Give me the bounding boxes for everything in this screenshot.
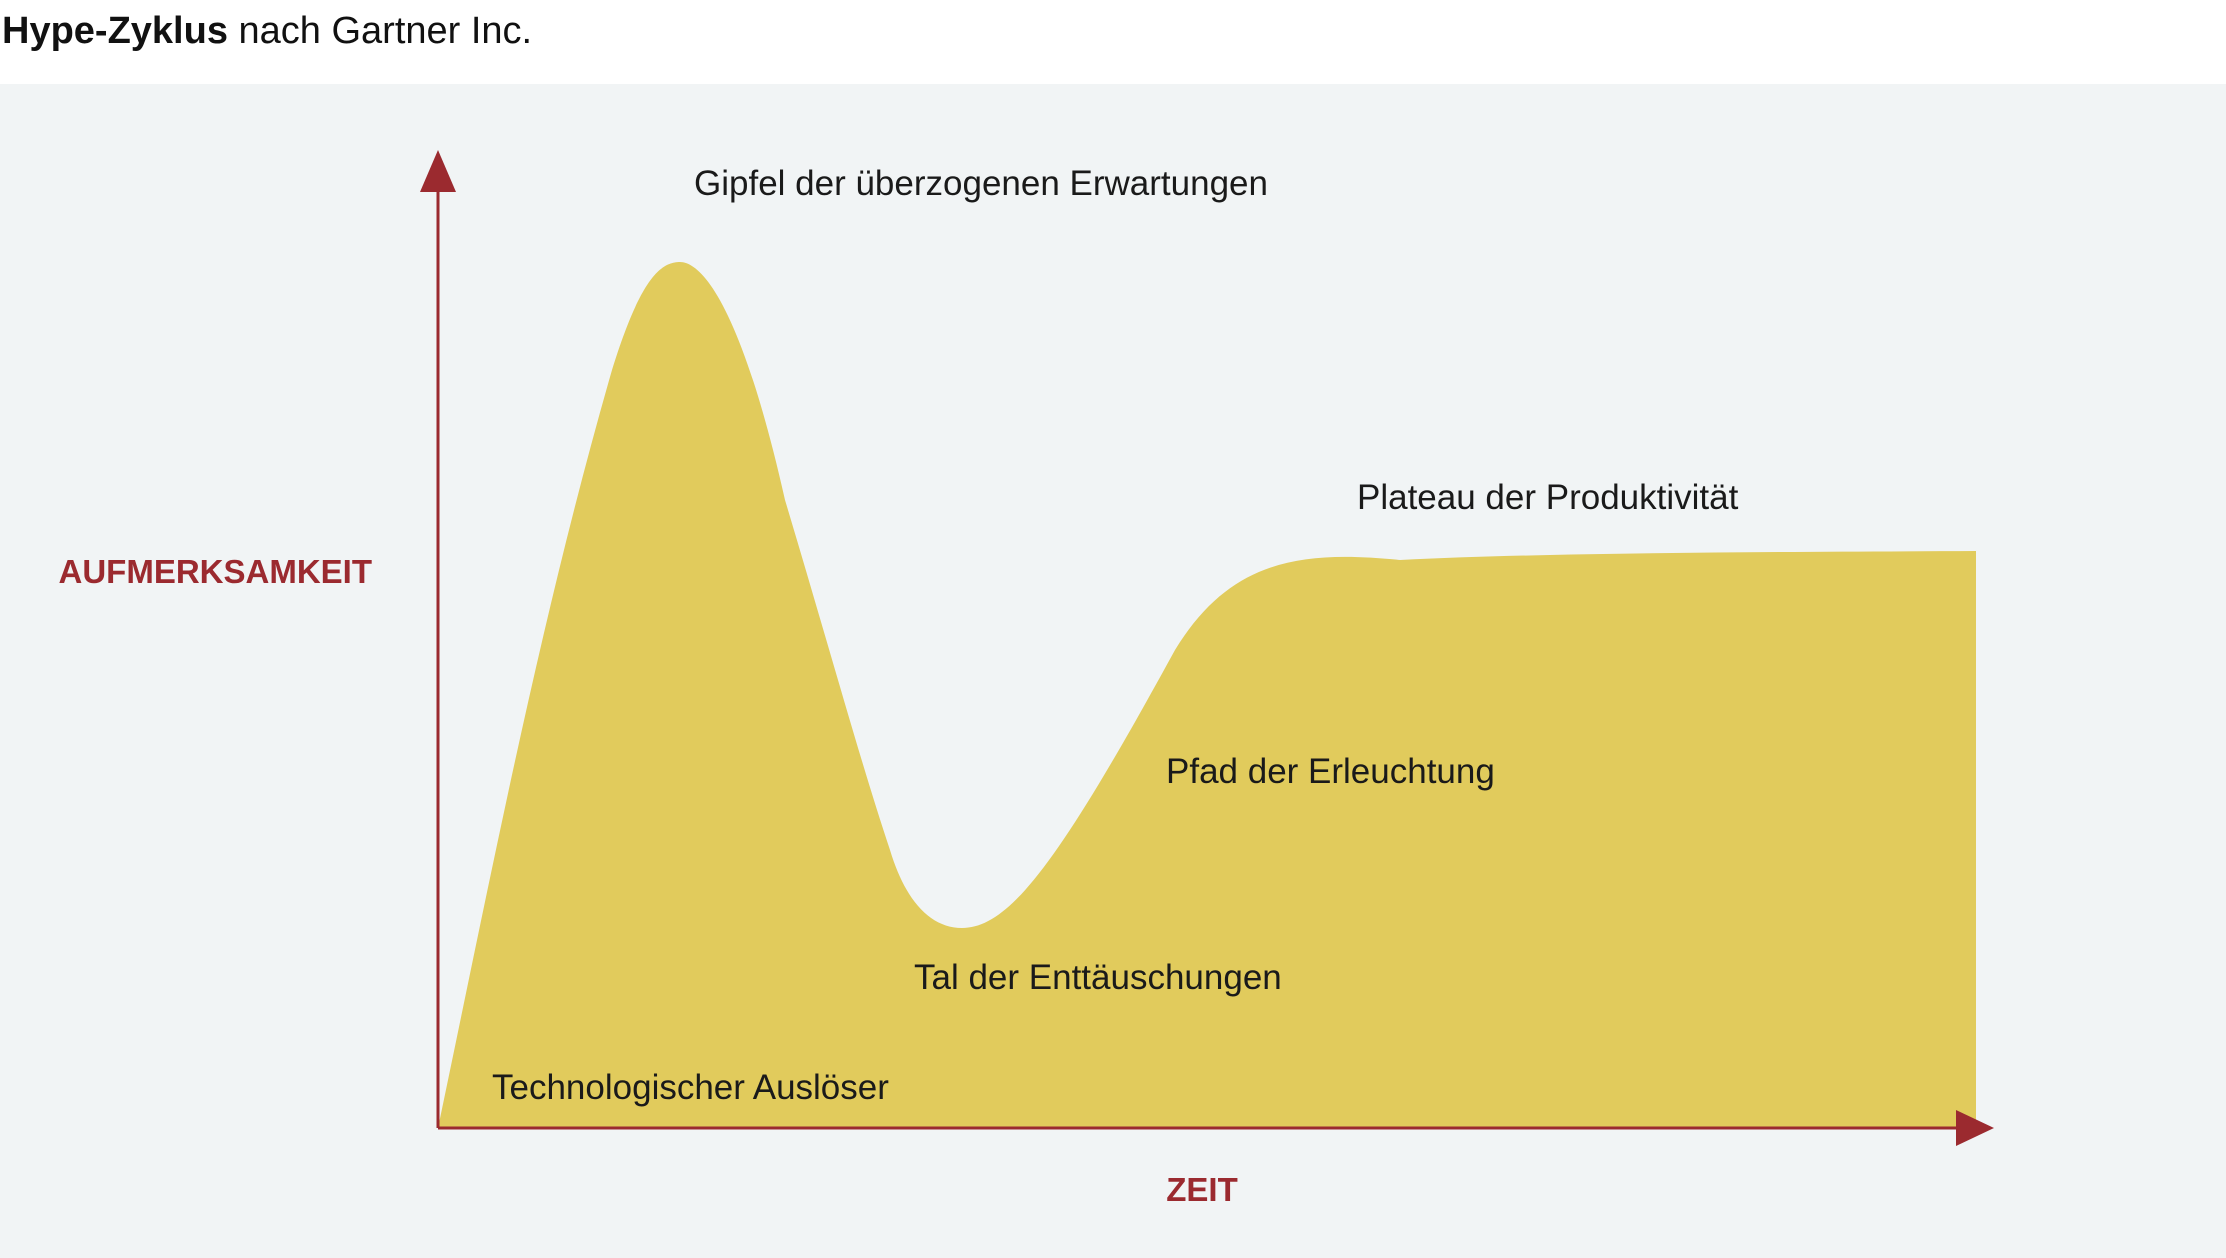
title-normal: nach Gartner Inc. bbox=[227, 10, 533, 52]
x-axis-arrowhead bbox=[1956, 1110, 1994, 1146]
label-plateau: Plateau der Produktivität bbox=[1357, 478, 1739, 517]
x-axis-label: ZEIT bbox=[1166, 1171, 1238, 1208]
y-axis-arrowhead bbox=[420, 150, 456, 192]
title-bold: Hype-Zyklus bbox=[2, 10, 228, 52]
label-peak: Gipfel der überzogenen Erwartungen bbox=[694, 164, 1268, 203]
label-slope: Pfad der Erleuchtung bbox=[1166, 752, 1495, 791]
y-axis-label: AUFMERKSAMKEIT bbox=[59, 553, 372, 590]
label-trigger: Technologischer Auslöser bbox=[492, 1068, 889, 1107]
page-title: Hype-Zyklus nach Gartner Inc. bbox=[2, 6, 532, 56]
header: Hype-Zyklus nach Gartner Inc. bbox=[0, 0, 2226, 84]
label-trough: Tal der Enttäuschungen bbox=[914, 958, 1282, 997]
hype-curve-area bbox=[438, 262, 1976, 1128]
